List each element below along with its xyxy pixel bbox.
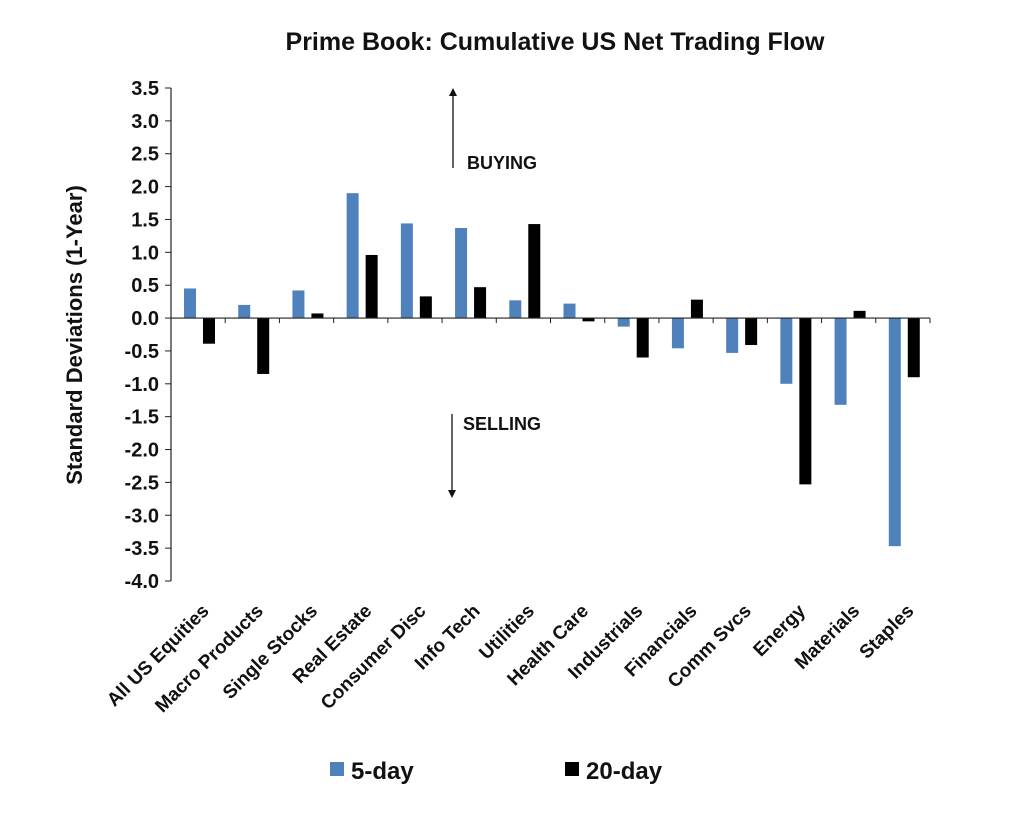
buying-annotation: BUYING: [467, 153, 537, 173]
bar-5-day-health-care: [563, 303, 576, 319]
y-tick-label: -1.0: [125, 374, 159, 396]
y-tick-label: 1.0: [131, 242, 159, 264]
bar-5-day-single-stocks: [292, 290, 305, 319]
bar-5-day-info-tech: [455, 228, 468, 319]
y-tick-label: 2.5: [131, 144, 159, 166]
y-tick-label: -3.5: [125, 538, 159, 560]
bar-5-day-financials: [671, 318, 684, 349]
bar-5-day-real-estate: [346, 193, 359, 319]
y-tick-label: 0.5: [131, 275, 159, 297]
bar-20-day-consumer-disc: [419, 296, 432, 319]
bar-5-day-consumer-disc: [400, 223, 413, 319]
bar-20-day-info-tech: [474, 287, 487, 319]
y-tick-label: -4.0: [125, 571, 159, 593]
selling-annotation: SELLING: [463, 414, 541, 434]
axes: [170, 88, 931, 581]
bar-5-day-utilities: [509, 300, 522, 319]
y-tick-label: 2.0: [131, 177, 159, 199]
bar-5-day-comm-svcs: [726, 318, 739, 353]
bar-5-day-macro-products: [238, 304, 251, 319]
y-tick-label: -3.0: [125, 505, 159, 527]
bar-20-day-single-stocks: [311, 313, 324, 319]
y-tick-label: -2.5: [125, 472, 159, 494]
annotations: BUYING SELLING: [448, 88, 541, 498]
y-tick-label: -2.0: [125, 440, 159, 462]
y-tick-label: -1.5: [125, 407, 159, 429]
legend-label-20-day: 20-day: [586, 758, 663, 785]
bar-20-day-staples: [907, 318, 920, 378]
bar-20-day-real-estate: [365, 254, 378, 319]
legend: 5-day 20-day: [330, 758, 663, 785]
bar-20-day-macro-products: [257, 318, 270, 374]
y-tick-label: 3.0: [131, 111, 159, 133]
y-axis-ticks: 3.5 3.0 2.5 2.0 1.5 1.0 0.5 0.0 -0.5 -1.0 -1.5 -2.0…: [125, 78, 171, 593]
bar-20-day-utilities: [528, 224, 541, 319]
bar-20-day-comm-svcs: [745, 318, 758, 346]
x-tick-label: Staples: [856, 601, 919, 664]
y-tick-label: 0.0: [131, 308, 159, 330]
bar-20-day-industrials: [636, 318, 649, 358]
bar-20-day-energy: [799, 318, 812, 485]
bar-5-day-staples: [888, 318, 901, 547]
bar-5-day-all-us-equities: [184, 288, 196, 319]
bar-20-day-materials: [853, 310, 866, 319]
bar-5-day-industrials: [617, 318, 630, 327]
bar-20-day-all-us-equities: [203, 318, 215, 344]
bars: [184, 193, 920, 547]
chart-title: Prime Book: Cumulative US Net Trading Fl…: [286, 28, 826, 56]
legend-label-5-day: 5-day: [351, 758, 414, 785]
x-tick-label: Single Stocks: [219, 601, 322, 704]
bar-20-day-financials: [690, 299, 703, 319]
legend-swatch-5-day: [330, 762, 344, 776]
y-tick-label: -0.5: [125, 341, 159, 363]
bar-5-day-materials: [834, 318, 847, 405]
legend-swatch-20-day: [565, 762, 579, 776]
bar-20-day-health-care: [582, 318, 595, 322]
y-axis-label: Standard Deviations (1-Year): [62, 185, 87, 485]
y-tick-label: 1.5: [131, 209, 159, 231]
y-tick-label: 3.5: [131, 78, 159, 100]
bar-5-day-energy: [780, 318, 793, 384]
